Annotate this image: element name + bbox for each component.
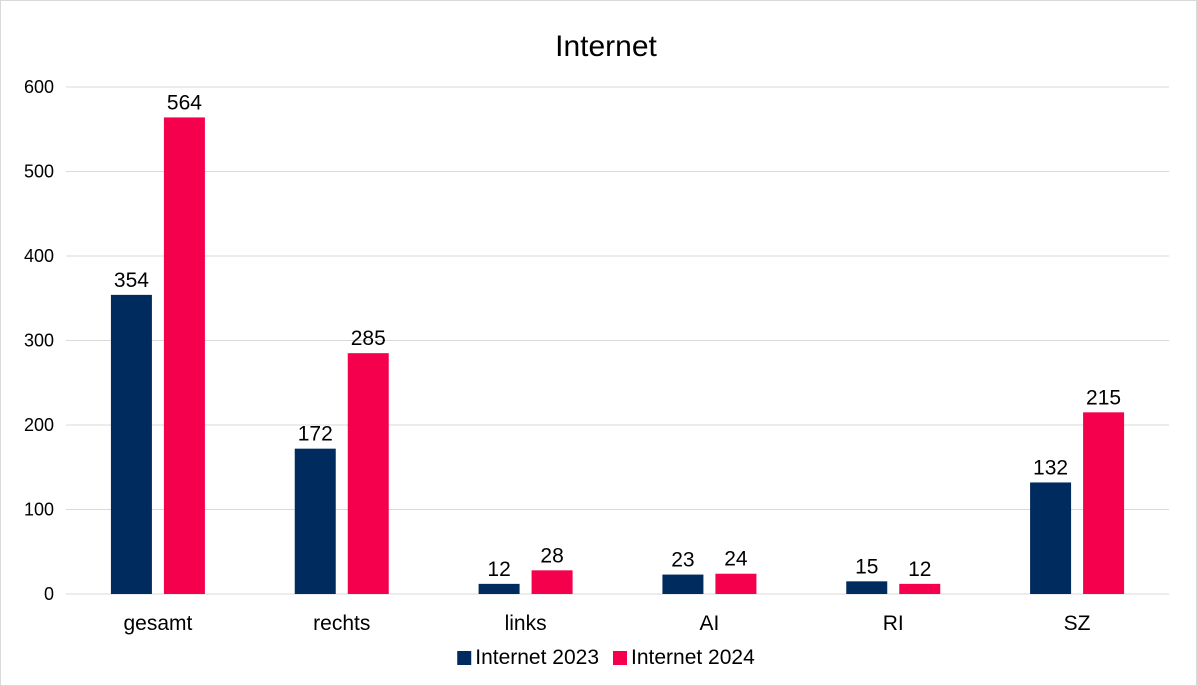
y-tick-label: 100 — [24, 500, 54, 520]
data-label: 285 — [351, 327, 386, 350]
bar-sz-series-2 — [1083, 412, 1125, 594]
data-label: 354 — [114, 269, 149, 292]
y-axis-ticks: 0 100 200 300 400 500 600 — [24, 77, 54, 604]
legend-label-1: Internet 2023 — [475, 646, 599, 669]
gridlines — [66, 86, 1169, 595]
category-label-rechts: rechts — [313, 612, 370, 635]
data-label: 12 — [908, 558, 931, 581]
category-label-ri: RI — [883, 612, 904, 635]
bar-links-series-2 — [531, 570, 573, 594]
data-label: 23 — [671, 549, 694, 572]
y-tick-label: 400 — [24, 246, 54, 266]
bar-ri-series-2 — [899, 583, 941, 594]
bar-gesamt-series-1 — [110, 294, 152, 594]
bar-gesamt-series-2 — [163, 117, 205, 595]
bar-ai-series-2 — [715, 573, 757, 594]
data-label: 12 — [487, 558, 510, 581]
bars — [110, 117, 1125, 595]
legend-label-2: Internet 2024 — [631, 646, 755, 669]
data-label: 172 — [298, 423, 333, 446]
bar-ai-series-1 — [662, 574, 704, 594]
legend-swatch-1 — [457, 651, 472, 665]
data-labels: 354 564 172 285 12 28 23 24 15 12 132 215 — [114, 91, 1121, 580]
legend-swatch-2 — [613, 651, 627, 665]
y-tick-label: 600 — [24, 77, 54, 97]
category-label-ai: AI — [699, 612, 719, 635]
legend: Internet 2023 Internet 2024 — [457, 646, 755, 669]
y-tick-label: 200 — [24, 415, 54, 435]
data-label: 132 — [1033, 456, 1068, 479]
x-axis-categories: gesamt rechts links AI RI SZ — [123, 612, 1090, 635]
bar-sz-series-1 — [1030, 482, 1072, 594]
data-label: 215 — [1086, 386, 1121, 409]
category-label-gesamt: gesamt — [123, 612, 192, 635]
bar-rechts-series-1 — [294, 448, 336, 594]
category-label-links: links — [505, 612, 547, 635]
chart-title: Internet — [555, 30, 657, 63]
bar-rechts-series-2 — [347, 353, 389, 594]
data-label: 28 — [540, 544, 563, 567]
bar-links-series-1 — [478, 583, 520, 594]
y-tick-label: 0 — [44, 584, 54, 604]
category-label-sz: SZ — [1064, 612, 1091, 635]
bar-ri-series-1 — [846, 581, 888, 594]
y-tick-label: 300 — [24, 331, 54, 351]
y-tick-label: 500 — [24, 162, 54, 182]
data-label: 15 — [855, 555, 878, 578]
data-label: 24 — [724, 548, 748, 571]
data-label: 564 — [167, 91, 202, 114]
